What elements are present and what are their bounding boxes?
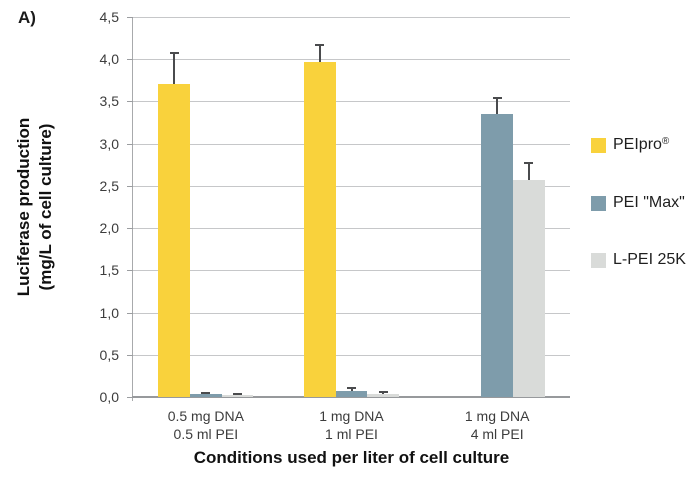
error-bar-cap — [201, 391, 211, 394]
x-category-label-line1: 1 mg DNA — [319, 408, 384, 424]
x-axis-line — [132, 396, 570, 398]
gridline — [133, 101, 570, 103]
bar-l-pei-25k — [513, 179, 545, 397]
y-tick-label: 3,0 — [99, 135, 119, 152]
x-category-label-line1: 1 mg DNA — [464, 408, 530, 424]
legend-label: PEIpro® — [613, 136, 670, 153]
bar-pei-max — [481, 114, 513, 397]
legend-item: PEI "Max" — [591, 194, 685, 211]
x-category-label: 1 mg DNA 1 ml PEI — [279, 407, 425, 443]
y-tick-label: 4,0 — [99, 51, 119, 68]
y-tick-label: 4,5 — [99, 9, 119, 25]
y-tick-mark — [127, 59, 133, 61]
legend-item: PEIpro® — [591, 136, 670, 153]
legend-label: PEI "Max" — [613, 194, 685, 211]
y-tick-mark — [127, 354, 133, 356]
gridline — [133, 59, 570, 61]
legend-swatch-icon — [591, 137, 606, 153]
y-tick-label: 0,5 — [99, 346, 119, 363]
y-tick-mark — [127, 185, 133, 187]
gridline — [133, 354, 570, 356]
bar-peipro — [303, 61, 336, 397]
y-tick-label: 3,5 — [99, 93, 119, 110]
y-tick-mark — [127, 101, 133, 103]
legend-swatch-icon — [591, 252, 606, 268]
gridline — [133, 143, 570, 145]
y-axis-title-line2: (mg/L of cell culture) — [36, 123, 55, 291]
x-category-label-line2: 4 ml PEI — [470, 426, 524, 442]
error-bar — [496, 98, 499, 115]
y-tick-mark — [127, 143, 133, 145]
y-tick-mark — [127, 228, 133, 230]
y-tick-label: 2,5 — [99, 177, 119, 194]
x-category-label: 1 mg DNA 4 ml PEI — [424, 407, 570, 443]
panel-label: A) — [18, 8, 36, 27]
y-tick-label: 1,0 — [99, 304, 119, 321]
gridline — [133, 17, 570, 18]
error-bar-cap — [378, 390, 388, 393]
error-bar-cap — [492, 97, 502, 100]
bar-pei-max — [335, 391, 368, 397]
error-bar-cap — [347, 386, 356, 389]
bar-l-pei-25k — [221, 395, 254, 397]
error-bar — [350, 387, 353, 392]
x-category-label-line1: 0.5 mg DNA — [167, 408, 244, 424]
x-category-label-line2: 0.5 ml PEI — [173, 426, 239, 442]
y-axis-line — [132, 17, 133, 401]
gridline — [133, 312, 570, 314]
y-axis-title: Luciferase production (mg/L of cell cult… — [13, 87, 59, 327]
bar-peipro — [158, 83, 190, 397]
x-category-label-line2: 1 ml PEI — [325, 426, 378, 442]
x-axis-title: Conditions used per liter of cell cultur… — [193, 448, 510, 467]
y-tick-mark — [127, 270, 133, 272]
y-tick-label: 0,0 — [99, 389, 119, 405]
y-tick-mark — [127, 397, 133, 398]
y-axis-title-line1: Luciferase production — [14, 117, 33, 297]
error-bar-cap — [524, 162, 534, 165]
x-category-label: 0.5 mg DNA 0.5 ml PEI — [133, 407, 279, 443]
legend-label: L-PEI 25K — [613, 251, 686, 268]
plot-area: 0,0 0,5 1,0 1,5 2,0 2,5 3,0 3,5 4,0 4,5 — [100, 9, 570, 405]
error-bar — [318, 44, 321, 62]
error-bar — [527, 163, 530, 180]
y-tick-mark — [127, 312, 133, 314]
error-bar — [173, 53, 176, 84]
error-bar-cap — [169, 52, 179, 55]
gridline — [133, 185, 570, 187]
legend-item: L-PEI 25K — [591, 251, 686, 268]
y-tick-label: 1,5 — [99, 262, 119, 279]
bar-pei-max — [189, 394, 222, 397]
y-tick-label: 2,0 — [99, 220, 119, 237]
gridline — [133, 270, 570, 272]
gridline — [133, 228, 570, 230]
legend-swatch-icon — [591, 195, 606, 211]
bar-l-pei-25k — [367, 393, 400, 397]
error-bar-cap — [233, 393, 243, 396]
error-bar-cap — [315, 43, 325, 46]
y-tick-mark — [127, 17, 133, 18]
